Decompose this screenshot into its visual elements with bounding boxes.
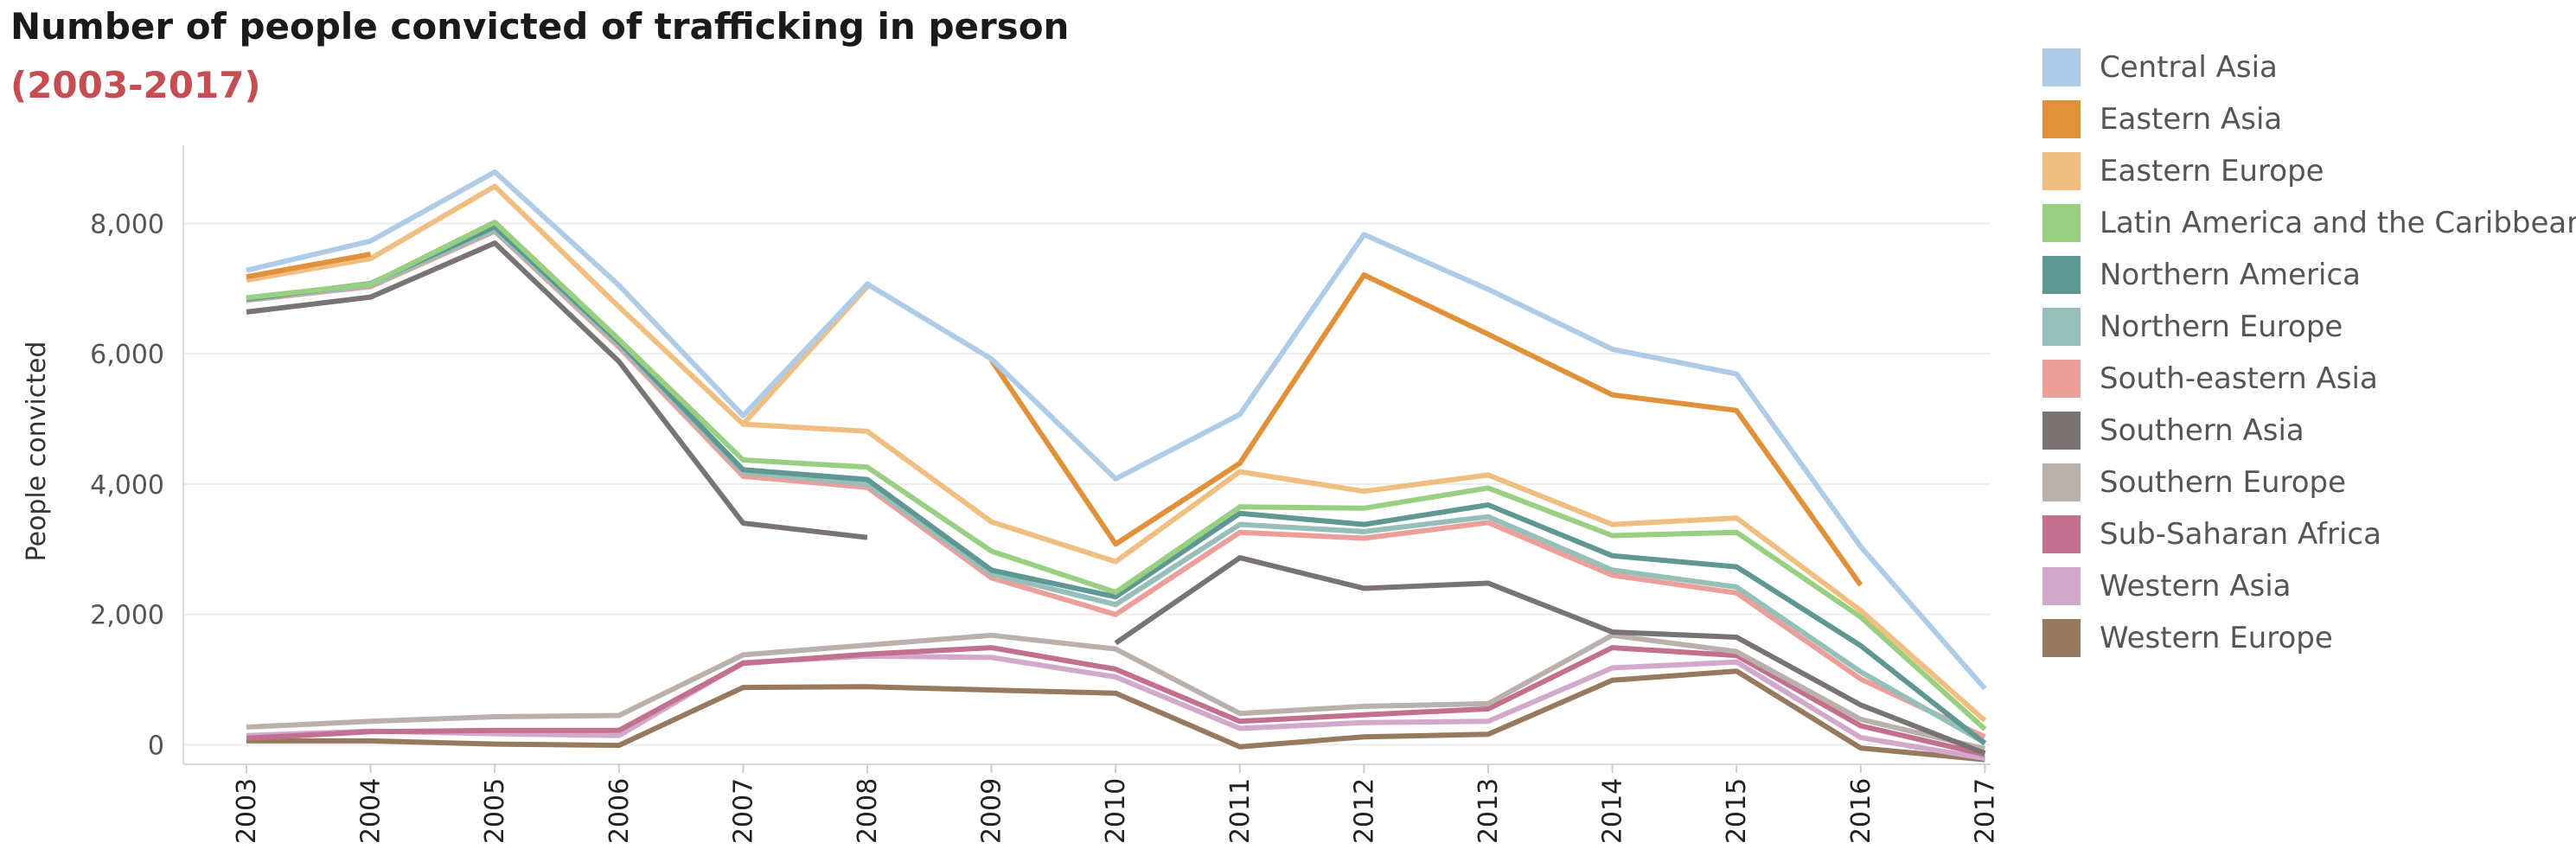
legend-label: Northern America	[2100, 258, 2361, 292]
legend-label: Northern Europe	[2100, 310, 2343, 344]
y-tick-label: 8,000	[90, 209, 164, 239]
series-line	[246, 183, 870, 427]
series-line	[246, 668, 1985, 763]
x-tick-label: 2012	[1349, 778, 1379, 844]
series-line	[1114, 555, 1986, 756]
legend-item[interactable]: Western Europe	[2042, 612, 2576, 664]
legend-swatch	[2042, 619, 2081, 657]
legend-item[interactable]: Eastern Europe	[2042, 145, 2576, 197]
x-tick-label: 2008	[853, 778, 883, 844]
y-tick-label: 2,000	[90, 601, 164, 631]
series-line	[246, 653, 1985, 762]
series-line	[246, 169, 1987, 691]
legend-swatch	[2042, 412, 2081, 450]
x-tick-label: 2007	[728, 778, 758, 844]
legend-label: Central Asia	[2100, 50, 2278, 85]
legend-label: South-eastern Asia	[2100, 361, 2378, 396]
x-tick-label: 2011	[1225, 778, 1256, 844]
legend-swatch	[2042, 515, 2081, 553]
x-tick-label: 2017	[1970, 778, 2000, 844]
legend-swatch	[2042, 100, 2081, 138]
x-tick-label: 2005	[480, 778, 510, 844]
axes: 0 2,000 4,000 6,000 8,000 2003 2004 2005 2006 200…	[90, 145, 2000, 844]
legend-label: Eastern Europe	[2100, 154, 2324, 188]
y-tick-label: 6,000	[90, 340, 164, 370]
series-line	[246, 632, 1986, 751]
y-axis-label: People convicted	[22, 342, 52, 562]
series-line	[246, 219, 1987, 731]
legend-swatch	[2042, 204, 2081, 242]
y-tick-label: 0	[148, 731, 164, 761]
legend-swatch	[2042, 463, 2081, 501]
legend-item[interactable]: Northern Europe	[2042, 301, 2576, 353]
legend-swatch	[2042, 256, 2081, 294]
legend-label: Eastern Asia	[2100, 102, 2283, 137]
x-tick-label: 2015	[1722, 778, 1752, 844]
legend-item[interactable]: Western Asia	[2042, 560, 2576, 612]
series-line	[246, 227, 1986, 745]
x-tick-label: 2014	[1598, 778, 1628, 844]
legend-swatch	[2042, 308, 2081, 346]
x-tick-label: 2003	[232, 778, 262, 844]
x-tick-label: 2004	[356, 778, 387, 844]
legend-label: Southern Europe	[2100, 465, 2347, 500]
legend-item[interactable]: Central Asia	[2042, 42, 2576, 93]
legend-item[interactable]: Latin America and the Caribbean	[2042, 197, 2576, 249]
legend-item[interactable]: South-eastern Asia	[2042, 353, 2576, 405]
legend-swatch	[2042, 360, 2081, 398]
legend-label: Sub-Saharan Africa	[2100, 517, 2381, 552]
legend-item[interactable]: Southern Asia	[2042, 405, 2576, 457]
x-tick-label: 2006	[604, 778, 635, 844]
series-line	[989, 272, 1863, 587]
series-line	[246, 224, 1987, 746]
legend-label: Latin America and the Caribbean	[2100, 206, 2576, 240]
series-line	[246, 645, 1986, 757]
legend-item[interactable]: Southern Europe	[2042, 457, 2576, 508]
x-tick-label: 2016	[1846, 778, 1876, 844]
legend-item[interactable]: Sub-Saharan Africa	[2042, 508, 2576, 560]
series-lines	[246, 169, 1987, 763]
y-tick-label: 4,000	[90, 470, 164, 501]
x-tick-label: 2013	[1473, 778, 1504, 844]
series-line	[743, 421, 1987, 723]
x-tick-label: 2009	[977, 778, 1007, 844]
legend-item[interactable]: Northern America	[2042, 249, 2576, 301]
legend-label: Western Asia	[2100, 569, 2292, 603]
series-line	[246, 251, 372, 280]
legend-label: Western Europe	[2100, 621, 2333, 655]
legend-item[interactable]: Eastern Asia	[2042, 93, 2576, 145]
legend-swatch	[2042, 567, 2081, 605]
legend-swatch	[2042, 152, 2081, 190]
legend-label: Southern Asia	[2100, 413, 2304, 448]
x-tick-label: 2010	[1101, 778, 1131, 844]
legend: Central Asia Eastern Asia Eastern Europe La…	[2042, 42, 2576, 664]
legend-swatch	[2042, 48, 2081, 86]
line-chart: 0 2,000 4,000 6,000 8,000 2003 2004 2005 2006 200…	[22, 145, 2000, 844]
series-line	[246, 240, 868, 540]
chart-title: Number of people convicted of traffickin…	[10, 5, 1070, 48]
chart-subtitle: (2003-2017)	[10, 64, 261, 106]
